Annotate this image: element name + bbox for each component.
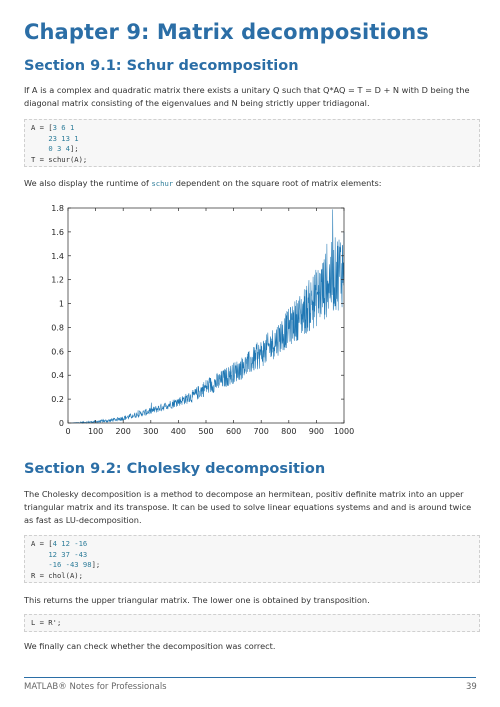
runtime-description: We also display the runtime of schur dep… xyxy=(24,177,480,190)
series-line-0 xyxy=(70,209,345,424)
x-tick-label: 200 xyxy=(116,427,131,436)
code-numbers: 0 3 4 xyxy=(48,144,70,153)
chapter-title: Chapter 9: Matrix decompositions xyxy=(24,20,429,44)
x-tick-label: 0 xyxy=(65,427,70,436)
code-block-cholesky: A = [4 12 -16 12 37 -43 -16 -43 98]; R =… xyxy=(24,535,480,583)
code-numbers: 12 37 -43 xyxy=(48,549,88,559)
inline-code-schur: schur xyxy=(151,179,174,188)
code-numbers: 4 12 -16 xyxy=(52,539,88,548)
x-tick-label: 100 xyxy=(88,427,103,436)
section-heading-schur: Section 9.1: Schur decomposition xyxy=(24,58,299,74)
y-tick-label: 0.4 xyxy=(51,371,64,380)
code-block-schur: A = [3 6 1 23 13 1 0 3 4]; T = schur(A); xyxy=(24,119,480,167)
code-numbers: 3 6 1 xyxy=(52,123,75,132)
y-tick-label: 0.8 xyxy=(51,323,64,332)
y-tick-label: 1 xyxy=(59,300,64,309)
footer-divider xyxy=(24,677,476,678)
x-tick-label: 600 xyxy=(226,427,241,436)
x-tick-label: 900 xyxy=(309,427,324,436)
check-note: We finally can check whether the decompo… xyxy=(24,641,276,651)
footer-book-title: MATLAB® Notes for Professionals xyxy=(24,682,167,692)
upper-triangular-note: This returns the upper triangular matrix… xyxy=(24,595,370,605)
y-tick-label: 0.2 xyxy=(51,395,64,404)
code-numbers: -16 -43 98 xyxy=(48,560,92,569)
runtime-text-post: dependent on the square root of matrix e… xyxy=(173,178,382,188)
x-tick-label: 700 xyxy=(254,427,269,436)
y-tick-label: 0 xyxy=(59,419,64,428)
y-tick-label: 0.6 xyxy=(51,347,64,356)
section-heading-cholesky: Section 9.2: Cholesky decomposition xyxy=(24,461,326,477)
x-tick-label: 300 xyxy=(143,427,158,436)
y-tick-label: 1.8 xyxy=(51,204,64,213)
x-tick-label: 500 xyxy=(198,427,213,436)
code-line: ]; xyxy=(91,560,101,569)
runtime-chart: 0 0.2 0.4 0.6 0.8 1 1.2 1.4 1.6 1.8 0 100 200 300 400 5… xyxy=(51,204,354,436)
x-tick-label: 800 xyxy=(281,427,296,436)
y-tick-label: 1.6 xyxy=(51,228,64,237)
code-line: T = schur(A); xyxy=(31,154,88,164)
code-line: ]; xyxy=(69,144,79,153)
code-block-transpose: L = R'; xyxy=(24,614,480,632)
code-line: A = [ xyxy=(31,539,53,548)
code-line: A = [ xyxy=(31,123,53,132)
x-tick-label: 1000 xyxy=(334,427,354,436)
x-tick-label: 400 xyxy=(171,427,186,436)
y-tick-label: 1.2 xyxy=(51,276,64,285)
schur-description: If A is a complex and quadratic matrix t… xyxy=(24,85,470,108)
footer-page-number: 39 xyxy=(466,682,477,692)
runtime-text-pre: We also display the runtime of xyxy=(24,178,152,188)
y-tick-label: 1.4 xyxy=(51,252,64,261)
code-line: R = chol(A); xyxy=(31,570,83,580)
code-numbers: 23 13 1 xyxy=(48,133,79,143)
cholesky-description: The Cholesky decomposition is a method t… xyxy=(24,489,472,525)
